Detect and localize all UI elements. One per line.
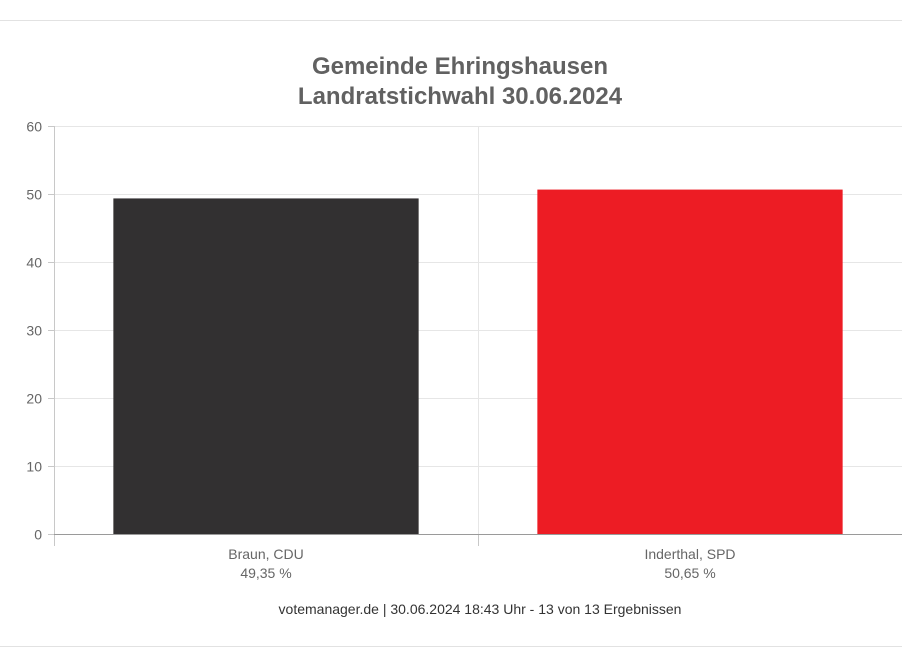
labels: 0 10 20 30 40 50 60 Braun, CDU 49,35 % Inderthal,… (26, 119, 735, 582)
y-tick-label: 0 (34, 527, 42, 543)
y-tick-label: 10 (26, 459, 42, 475)
bar-0[interactable] (113, 198, 419, 535)
y-tick-label: 30 (26, 323, 42, 339)
bottom-divider (0, 646, 902, 647)
top-divider (0, 20, 902, 21)
x-category-label: Braun, CDU (228, 546, 303, 562)
chart-title-line-1: Gemeinde Ehringshausen (311, 53, 609, 80)
x-value-label: 49,35 % (240, 565, 291, 581)
chart-title: Gemeinde Ehringshausen Landratstichwahl … (0, 52, 902, 112)
chart-title-line-2: Landratstichwahl 30.06.2024 (297, 83, 623, 110)
x-category-label: Inderthal, SPD (644, 546, 735, 562)
bars (113, 189, 843, 535)
y-tick-label: 40 (26, 255, 42, 271)
y-tick-label: 50 (26, 187, 42, 203)
bar-1[interactable] (537, 189, 843, 534)
axes (48, 126, 902, 546)
footer-source: votemanager.de | 30.06.2024 18:43 Uhr - … (278, 601, 682, 617)
x-value-label: 50,65 % (664, 565, 715, 581)
y-tick-label: 60 (26, 119, 42, 135)
y-tick-label: 20 (26, 391, 42, 407)
